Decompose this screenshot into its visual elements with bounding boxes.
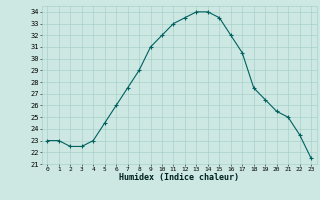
- X-axis label: Humidex (Indice chaleur): Humidex (Indice chaleur): [119, 173, 239, 182]
